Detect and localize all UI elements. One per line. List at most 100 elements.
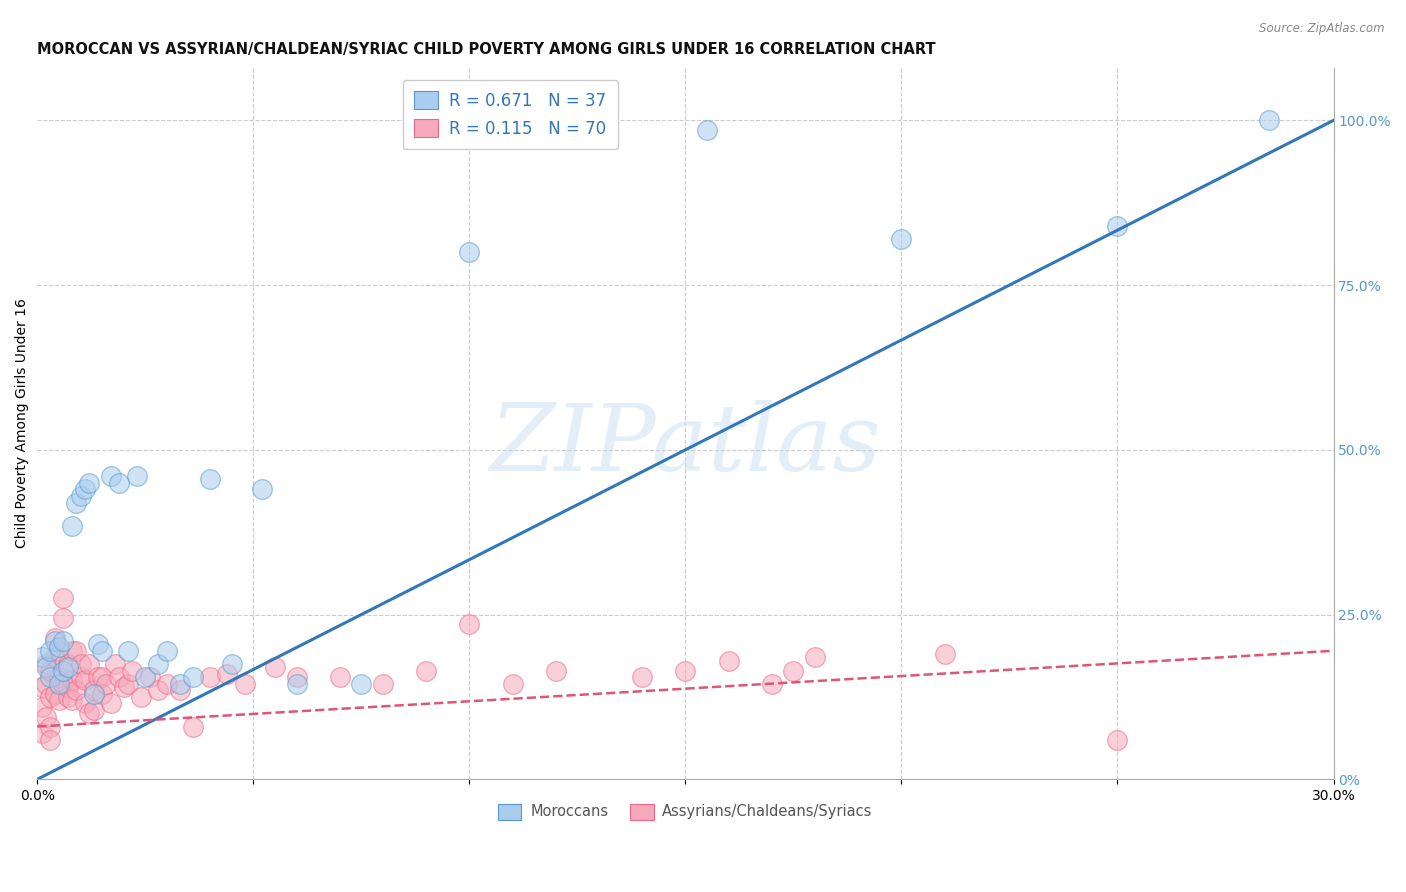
- Point: [782, 664, 804, 678]
- Point: [761, 677, 783, 691]
- Text: ZIPatlas: ZIPatlas: [489, 400, 882, 490]
- Y-axis label: Child Poverty Among Girls Under 16: Child Poverty Among Girls Under 16: [15, 299, 30, 549]
- Point: [65, 495, 87, 509]
- Point: [39, 720, 62, 734]
- Point: [35, 677, 58, 691]
- Point: [117, 677, 139, 691]
- Point: [134, 670, 156, 684]
- Point: [73, 673, 96, 688]
- Point: [415, 664, 437, 678]
- Point: [35, 660, 58, 674]
- Point: [56, 680, 79, 694]
- Point: [60, 644, 83, 658]
- Point: [31, 650, 53, 665]
- Point: [138, 670, 160, 684]
- Point: [285, 677, 308, 691]
- Point: [285, 670, 308, 684]
- Point: [77, 475, 100, 490]
- Point: [104, 657, 127, 671]
- Point: [48, 677, 70, 691]
- Point: [112, 680, 135, 694]
- Point: [35, 709, 58, 723]
- Point: [264, 660, 287, 674]
- Point: [96, 677, 118, 691]
- Point: [60, 518, 83, 533]
- Legend: Moroccans, Assyrians/Chaldeans/Syriacs: Moroccans, Assyrians/Chaldeans/Syriacs: [492, 797, 879, 825]
- Point: [87, 670, 110, 684]
- Point: [371, 677, 394, 691]
- Point: [350, 677, 373, 691]
- Point: [52, 591, 75, 605]
- Point: [91, 687, 114, 701]
- Point: [52, 677, 75, 691]
- Point: [181, 720, 204, 734]
- Point: [56, 657, 79, 671]
- Point: [83, 683, 105, 698]
- Point: [91, 644, 114, 658]
- Point: [1107, 219, 1129, 233]
- Point: [198, 473, 221, 487]
- Point: [65, 683, 87, 698]
- Point: [221, 657, 243, 671]
- Point: [48, 644, 70, 658]
- Point: [129, 690, 152, 704]
- Point: [1257, 113, 1279, 128]
- Point: [69, 657, 91, 671]
- Point: [39, 732, 62, 747]
- Point: [52, 664, 75, 678]
- Point: [673, 664, 696, 678]
- Point: [804, 650, 827, 665]
- Point: [544, 664, 567, 678]
- Point: [52, 633, 75, 648]
- Point: [217, 666, 239, 681]
- Point: [91, 670, 114, 684]
- Point: [631, 670, 654, 684]
- Point: [83, 703, 105, 717]
- Point: [87, 637, 110, 651]
- Point: [31, 699, 53, 714]
- Point: [69, 670, 91, 684]
- Point: [65, 644, 87, 658]
- Point: [458, 245, 481, 260]
- Point: [198, 670, 221, 684]
- Point: [108, 475, 131, 490]
- Point: [125, 469, 148, 483]
- Point: [73, 483, 96, 497]
- Point: [169, 683, 191, 698]
- Text: MOROCCAN VS ASSYRIAN/CHALDEAN/SYRIAC CHILD POVERTY AMONG GIRLS UNDER 16 CORRELAT: MOROCCAN VS ASSYRIAN/CHALDEAN/SYRIAC CHI…: [38, 42, 936, 57]
- Point: [100, 469, 122, 483]
- Point: [48, 640, 70, 655]
- Point: [44, 687, 66, 701]
- Point: [117, 644, 139, 658]
- Point: [77, 657, 100, 671]
- Point: [169, 677, 191, 691]
- Point: [156, 677, 179, 691]
- Point: [181, 670, 204, 684]
- Point: [148, 657, 170, 671]
- Point: [77, 706, 100, 721]
- Point: [458, 617, 481, 632]
- Point: [329, 670, 352, 684]
- Point: [717, 654, 740, 668]
- Point: [890, 232, 912, 246]
- Point: [39, 664, 62, 678]
- Point: [934, 647, 956, 661]
- Point: [31, 726, 53, 740]
- Point: [148, 683, 170, 698]
- Point: [250, 483, 273, 497]
- Point: [44, 631, 66, 645]
- Point: [73, 697, 96, 711]
- Point: [39, 690, 62, 704]
- Point: [83, 687, 105, 701]
- Point: [44, 650, 66, 665]
- Point: [44, 633, 66, 648]
- Point: [39, 644, 62, 658]
- Point: [156, 644, 179, 658]
- Point: [502, 677, 524, 691]
- Point: [100, 697, 122, 711]
- Point: [60, 693, 83, 707]
- Point: [31, 680, 53, 694]
- Point: [233, 677, 256, 691]
- Point: [52, 611, 75, 625]
- Point: [121, 664, 143, 678]
